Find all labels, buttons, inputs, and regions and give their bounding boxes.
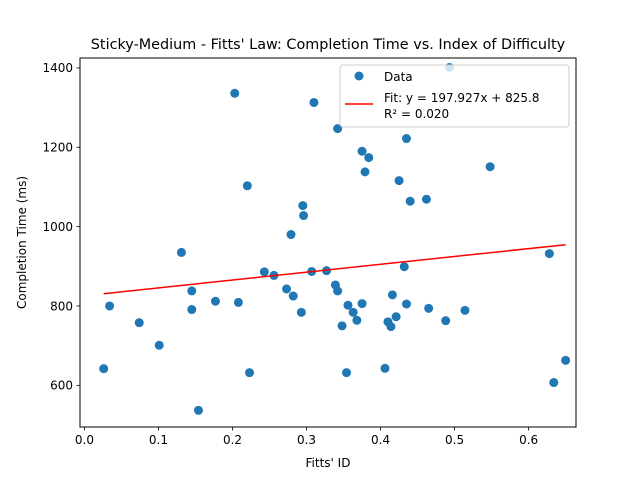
- data-point: [386, 322, 396, 332]
- data-point: [134, 318, 144, 328]
- chart-title: Sticky-Medium - Fitts' Law: Completion T…: [91, 37, 566, 53]
- y-axis-label: Completion Time (ms): [15, 176, 29, 309]
- data-point: [242, 181, 252, 191]
- data-point: [405, 196, 415, 206]
- data-point: [309, 97, 319, 107]
- data-point: [187, 305, 197, 315]
- data-point: [460, 305, 470, 315]
- y-tick-label: 1000: [42, 220, 73, 234]
- data-point: [343, 300, 353, 310]
- data-point: [357, 299, 367, 309]
- data-point: [357, 146, 367, 156]
- plot-marks: [99, 63, 571, 415]
- x-tick-label: 0.6: [519, 433, 538, 447]
- data-point: [424, 303, 434, 313]
- x-tick-label: 0.1: [149, 433, 168, 447]
- legend-fit-label: Fit: y = 197.927x + 825.8: [384, 91, 539, 105]
- y-tick-label: 600: [50, 379, 73, 393]
- data-point: [333, 124, 343, 134]
- data-point: [348, 307, 358, 317]
- x-axis-ticks: 0.0 0.1 0.2 0.3 0.4 0.5 0.6: [75, 427, 538, 447]
- data-point: [193, 405, 203, 415]
- data-point: [230, 88, 240, 98]
- data-point: [544, 249, 554, 259]
- legend-r2-label: R² = 0.020: [384, 107, 449, 121]
- fit-line: [103, 243, 566, 295]
- x-tick-label: 0.0: [75, 433, 94, 447]
- data-point: [549, 378, 559, 388]
- data-point: [176, 247, 186, 257]
- data-point: [99, 364, 109, 374]
- y-tick-label: 1200: [42, 141, 73, 155]
- data-point: [391, 312, 401, 322]
- data-point: [298, 201, 308, 211]
- data-point: [387, 290, 397, 300]
- y-tick-label: 1400: [42, 61, 73, 75]
- data-point: [561, 355, 571, 365]
- legend-data-label: Data: [384, 70, 413, 84]
- x-tick-label: 0.5: [445, 433, 464, 447]
- data-point: [288, 291, 298, 301]
- data-point: [259, 267, 269, 277]
- legend-frame: [339, 64, 570, 128]
- data-point: [421, 194, 431, 204]
- data-point: [286, 230, 296, 240]
- x-tick-label: 0.2: [223, 433, 242, 447]
- data-point: [360, 167, 370, 177]
- data-point: [299, 211, 309, 221]
- data-point: [441, 316, 451, 326]
- x-tick-label: 0.4: [371, 433, 390, 447]
- data-point: [333, 286, 343, 296]
- data-point: [401, 134, 411, 144]
- data-point: [296, 307, 306, 317]
- legend-data-marker: [354, 71, 364, 81]
- data-point: [364, 153, 374, 163]
- data-point: [342, 368, 352, 378]
- data-point: [394, 176, 404, 186]
- data-point: [380, 363, 390, 373]
- y-axis-ticks: 600 800 1000 1200 1400: [42, 61, 80, 393]
- data-point: [352, 315, 362, 325]
- data-point: [233, 297, 243, 307]
- data-point: [485, 162, 495, 172]
- data-point: [154, 340, 164, 350]
- data-point: [187, 286, 197, 296]
- x-axis-label: Fitts' ID: [306, 456, 351, 470]
- data-point: [105, 301, 115, 311]
- legend: Data Fit: y = 197.927x + 825.8 R² = 0.02…: [339, 64, 570, 128]
- data-point: [210, 296, 220, 306]
- data-point: [399, 262, 409, 272]
- data-point: [282, 284, 292, 294]
- data-point: [245, 368, 255, 378]
- x-tick-label: 0.3: [297, 433, 316, 447]
- plot-area-frame: [79, 57, 577, 428]
- data-point: [401, 299, 411, 309]
- data-point: [337, 321, 347, 331]
- y-tick-label: 800: [50, 299, 73, 313]
